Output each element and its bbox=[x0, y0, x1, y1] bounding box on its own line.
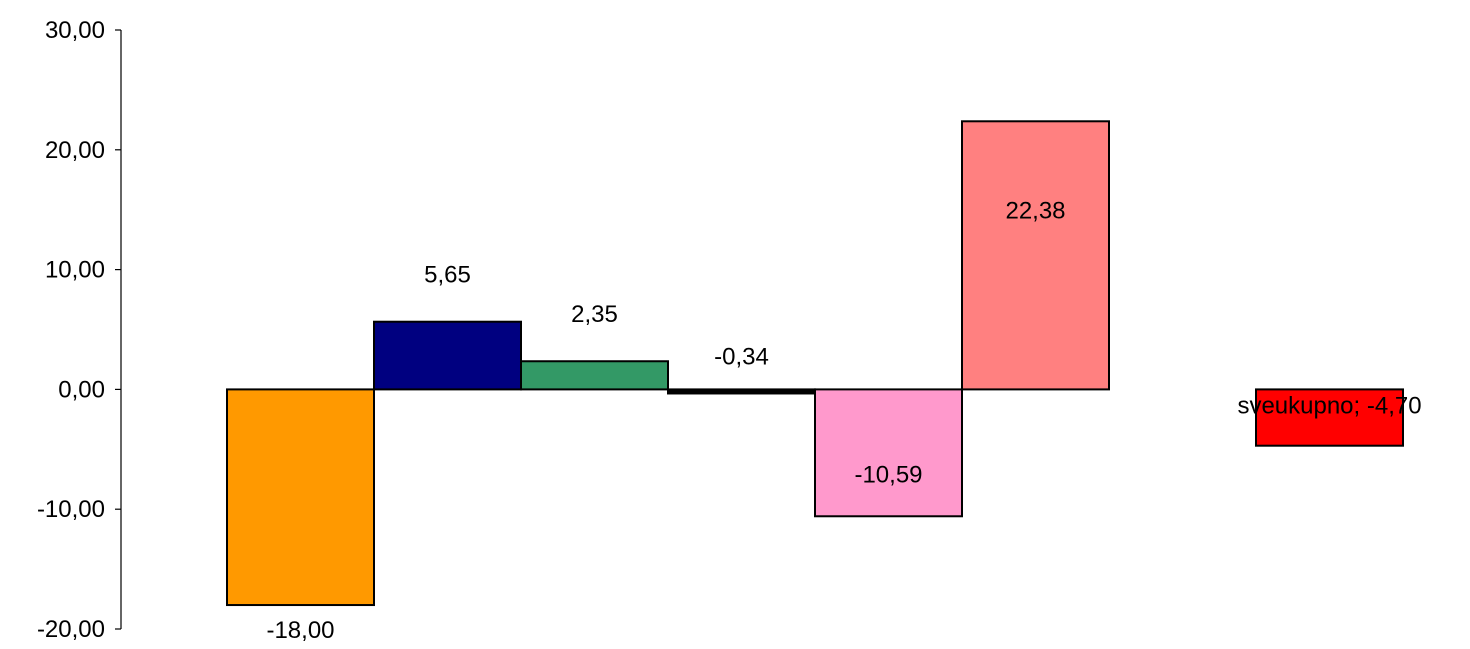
data-label: -10,59 bbox=[854, 461, 922, 488]
data-label: -18,00 bbox=[266, 617, 334, 644]
bar bbox=[667, 388, 816, 395]
y-tick-label: 10,00 bbox=[45, 257, 105, 284]
data-label: -0,34 bbox=[714, 343, 769, 370]
data-label: sveukupno; -4,70 bbox=[1237, 392, 1421, 419]
data-labels: -18,00 5,65 2,35 -0,34 -10,59 22,38 sveukupno;… bbox=[266, 197, 1421, 644]
y-axis: -20,00 -10,00 0,00 10,00 20,00 30,00 bbox=[37, 17, 122, 643]
y-tick-label: -10,00 bbox=[37, 496, 105, 523]
data-label: 2,35 bbox=[571, 301, 618, 328]
y-tick-label: -20,00 bbox=[37, 616, 105, 643]
y-tick-label: 30,00 bbox=[45, 17, 105, 44]
bar bbox=[814, 388, 963, 518]
bar bbox=[373, 320, 522, 391]
bars bbox=[226, 120, 1404, 607]
bar bbox=[520, 360, 669, 391]
bar bbox=[961, 120, 1110, 391]
y-tick-label: 20,00 bbox=[45, 137, 105, 164]
bar bbox=[1255, 388, 1404, 447]
y-tick-label: 0,00 bbox=[58, 376, 105, 403]
data-label: 22,38 bbox=[1005, 197, 1065, 224]
data-label: 5,65 bbox=[424, 262, 471, 289]
bar bbox=[226, 388, 375, 607]
